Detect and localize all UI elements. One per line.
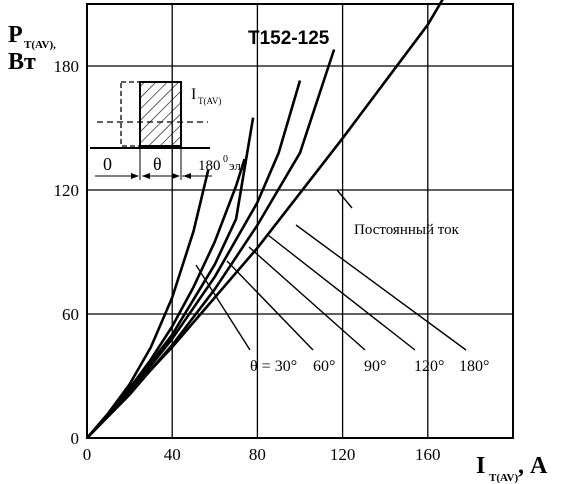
conduction-angle-inset: I T(AV) 0 θ 180 0 эл. (90, 81, 244, 180)
series-line-5 (86, 0, 444, 439)
inset-hatched-pulse (139, 81, 182, 147)
inset-arrowhead-right (183, 173, 191, 179)
curve-leader-lines (195, 189, 467, 351)
y-axis-label-main: P (8, 22, 23, 48)
leader-line-2 (248, 246, 366, 351)
series-label-1: 60° (313, 358, 335, 375)
x-tick-label-80: 80 (249, 445, 266, 464)
inset-degree-label: 0 (223, 154, 228, 165)
leader-line-0 (195, 264, 251, 351)
x-tick-label-160: 160 (415, 445, 441, 464)
curve-labels: θ = 30° 60° 90° 120° 180° Постоянный ток (250, 222, 489, 375)
x-tick-label-40: 40 (164, 445, 181, 464)
series-label-5: Постоянный ток (354, 222, 460, 238)
inset-180-label: 180 (198, 158, 221, 174)
y-axis-label-sub: T(AV), (24, 39, 56, 51)
series-label-0: θ = 30° (250, 358, 297, 375)
series-label-2: 90° (364, 358, 386, 375)
x-tick-label-0: 0 (83, 445, 92, 464)
tick-labels: 0 40 80 120 160 0 60 120 180 (54, 57, 441, 464)
inset-arrowhead-theta-left (142, 173, 150, 179)
inset-zero-label: 0 (103, 154, 112, 174)
x-axis-label-sub: T(AV) (489, 472, 518, 484)
plot-frame (86, 3, 514, 439)
y-tick-label-120: 120 (54, 181, 80, 200)
curves (86, 0, 444, 439)
y-tick-label-180: 180 (54, 57, 80, 76)
series-label-3: 120° (414, 358, 444, 375)
x-axis-label-main: I (476, 453, 485, 479)
inset-electrical-label: эл. (229, 158, 244, 173)
leader-line-4 (295, 224, 467, 351)
leader-line-5 (336, 189, 353, 209)
series-label-4: 180° (459, 358, 489, 375)
inset-theta-label: θ (153, 154, 162, 174)
y-axis-label-unit: Вт (8, 49, 36, 75)
y-tick-label-0: 0 (71, 429, 80, 448)
leader-line-3 (267, 234, 416, 351)
inset-arrowhead-left (131, 173, 139, 179)
chart-title: Т152-125 (248, 28, 330, 49)
inset-current-label-sub: T(AV) (198, 96, 221, 106)
inset-current-label-main: I (191, 86, 196, 103)
grid (87, 4, 513, 438)
series-line-4 (86, 49, 336, 439)
inset-arrowhead-theta-right (172, 173, 180, 179)
y-tick-label-60: 60 (62, 305, 79, 324)
x-axis-label-unit: , А (518, 453, 548, 479)
x-tick-label-120: 120 (330, 445, 356, 464)
leader-line-1 (226, 260, 314, 351)
